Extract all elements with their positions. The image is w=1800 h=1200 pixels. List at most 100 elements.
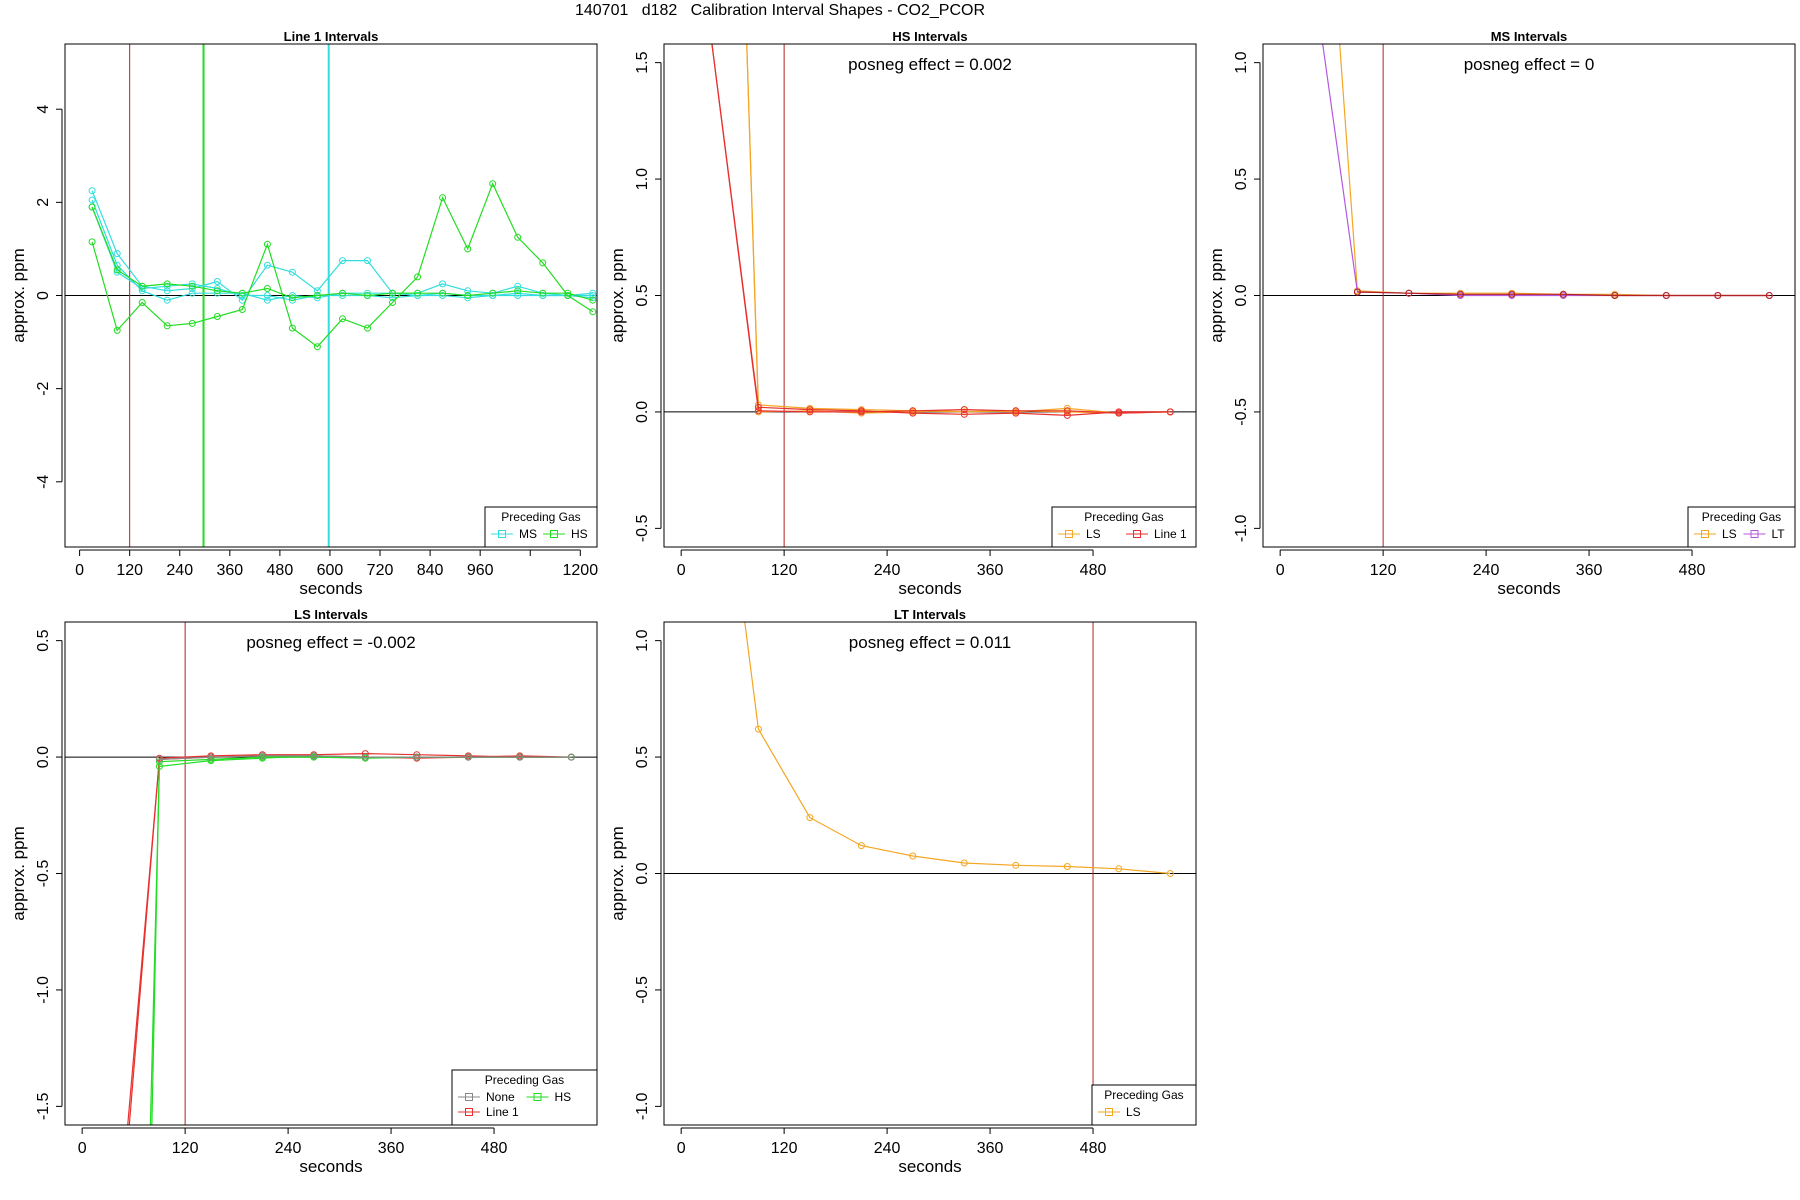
- y-tick-label: 0.0: [634, 401, 651, 423]
- legend-entry-label: LS: [1722, 527, 1737, 541]
- legend-swatch-marker: [1701, 530, 1709, 538]
- y-tick-label: -1.0: [35, 976, 52, 1004]
- data-point: [516, 753, 524, 761]
- legend: Preceding Gas LS: [1091, 1084, 1197, 1126]
- legend-title: Preceding Gas: [1084, 510, 1163, 524]
- x-tick-label: 240: [166, 562, 193, 579]
- data-point: [754, 725, 762, 733]
- x-tick-label: 120: [1370, 562, 1397, 579]
- x-tick-label: 960: [467, 562, 494, 579]
- data-point: [310, 752, 318, 760]
- y-tick-label: 1.0: [634, 168, 651, 190]
- x-axis-label: seconds: [898, 579, 961, 598]
- y-tick-label: -0.5: [634, 976, 651, 1004]
- legend-entry-label: LS: [1126, 1105, 1141, 1119]
- data-point: [313, 343, 321, 351]
- data-point: [138, 282, 146, 290]
- data-point: [857, 408, 865, 416]
- data-point: [539, 292, 547, 299]
- data-point: [113, 266, 121, 274]
- y-axis-label: approx. ppm: [608, 826, 627, 921]
- series-line: [91, 206, 593, 301]
- data-point: [389, 299, 396, 306]
- x-tick-label: 720: [367, 562, 394, 579]
- data-point: [188, 285, 196, 292]
- data-point: [155, 755, 163, 763]
- data-point: [704, 1, 710, 7]
- panel-title: MS Intervals: [1491, 29, 1568, 44]
- y-tick-label: 0.5: [634, 284, 651, 306]
- x-tick-label: 0: [75, 562, 84, 579]
- data-point: [1662, 292, 1670, 299]
- data-point: [704, 1, 710, 7]
- data-point: [567, 753, 575, 761]
- y-axis-label: approx. ppm: [9, 826, 28, 921]
- data-point: [364, 289, 371, 297]
- y-tick-label: -0.5: [35, 860, 52, 888]
- data-point: [288, 294, 296, 302]
- data-point: [1115, 409, 1123, 417]
- data-point: [589, 289, 597, 297]
- x-tick-label: 480: [1080, 562, 1107, 579]
- data-point: [1012, 861, 1020, 869]
- y-tick-label: 0: [35, 291, 52, 300]
- legend-box: [1687, 506, 1796, 548]
- data-point: [122, 1173, 128, 1179]
- data-point: [120, 1173, 126, 1179]
- y-tick-label: 1.0: [634, 629, 651, 651]
- data-point: [439, 194, 447, 202]
- data-point: [464, 292, 472, 299]
- plot-area: [1263, 44, 1795, 547]
- plot-area: [65, 622, 597, 1179]
- data-point: [1115, 865, 1123, 873]
- series-line: [744, 622, 1171, 875]
- data-point: [1063, 863, 1071, 870]
- x-tick-label: 0: [1276, 562, 1285, 579]
- data-point: [313, 287, 321, 295]
- data-point: [806, 814, 814, 822]
- data-point: [213, 287, 221, 295]
- data-point: [414, 289, 422, 297]
- data-point: [1508, 290, 1516, 298]
- data-point: [1166, 870, 1174, 877]
- x-tick-label: 120: [771, 562, 798, 579]
- data-point: [589, 296, 597, 304]
- y-axis-label: approx. ppm: [608, 248, 627, 343]
- legend-entry-label: MS: [519, 527, 537, 541]
- data-point: [263, 261, 271, 269]
- data-point: [589, 294, 597, 302]
- panel-title: HS Intervals: [892, 29, 967, 44]
- legend-entry-label: Line 1: [486, 1105, 519, 1119]
- data-point: [589, 292, 597, 299]
- data-point: [188, 280, 196, 288]
- legend-entry-label: Line 1: [1154, 527, 1187, 541]
- panel-title: Line 1 Intervals: [284, 29, 379, 44]
- x-tick-label: 0: [78, 1140, 87, 1157]
- y-tick-label: 1.5: [634, 51, 651, 73]
- series-line: [91, 206, 593, 301]
- plot-frame: [64, 43, 598, 548]
- data-point: [514, 292, 522, 299]
- figure-title: 140701 d182 Calibration Interval Shapes …: [574, 2, 985, 19]
- posneg-effect-annotation: posneg effect = -0.002: [246, 633, 415, 652]
- series-line: [91, 190, 593, 302]
- legend-entry-label: None: [486, 1090, 515, 1104]
- data-point: [1611, 292, 1619, 299]
- series-line: [1357, 291, 1770, 297]
- legend-swatch-marker: [465, 1108, 473, 1116]
- x-tick-label: 1200: [563, 562, 599, 579]
- data-point: [361, 753, 369, 761]
- legend-swatch-marker: [498, 530, 506, 538]
- y-tick-label: -1.5: [35, 1092, 52, 1120]
- data-point: [207, 753, 215, 761]
- data-point: [743, 1, 749, 7]
- legend: Preceding Gas MS HS: [484, 506, 598, 548]
- data-point: [88, 187, 96, 195]
- x-tick-label: 240: [275, 1140, 302, 1157]
- data-point: [414, 273, 422, 281]
- y-tick-label: -1.0: [634, 1092, 651, 1120]
- data-point: [857, 842, 865, 850]
- legend-title: Preceding Gas: [485, 1073, 564, 1087]
- data-point: [514, 233, 522, 241]
- data-point: [258, 752, 266, 760]
